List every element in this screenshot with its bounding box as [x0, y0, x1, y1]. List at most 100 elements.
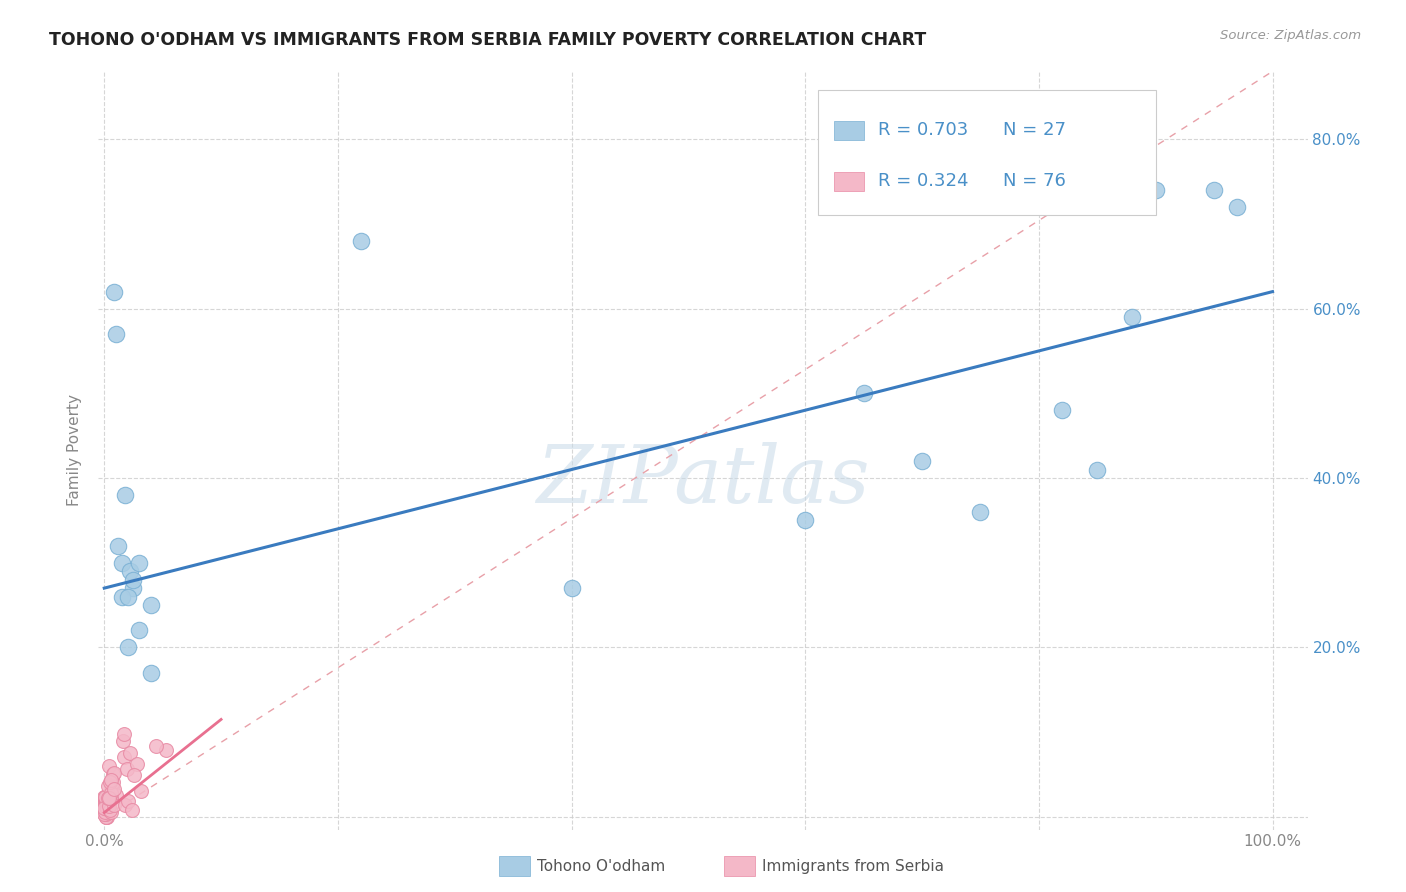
Point — [112, 750, 135, 764]
Point — [96, 805, 118, 820]
Point — [107, 539, 129, 553]
Point — [94, 798, 117, 813]
Point — [96, 802, 118, 816]
Point — [96, 796, 118, 810]
Point — [93, 797, 115, 812]
Text: Immigrants from Serbia: Immigrants from Serbia — [762, 859, 943, 873]
Point — [112, 734, 135, 748]
Point — [100, 791, 122, 805]
Point — [96, 805, 118, 820]
Point — [128, 624, 150, 638]
Point — [852, 386, 875, 401]
Point — [94, 798, 117, 813]
Point — [93, 790, 115, 805]
Point — [97, 790, 120, 805]
Point — [100, 773, 122, 788]
Point — [115, 762, 138, 776]
Point — [93, 807, 115, 822]
Point — [155, 743, 177, 757]
Point — [94, 801, 117, 815]
Point — [96, 810, 118, 824]
Point — [97, 790, 120, 805]
Point — [94, 797, 117, 812]
Point — [94, 803, 117, 817]
Point — [94, 798, 117, 813]
Point — [93, 805, 115, 820]
Point — [1204, 183, 1226, 197]
Point — [97, 791, 120, 805]
Point — [94, 794, 117, 808]
Point — [96, 793, 118, 807]
Point — [94, 809, 117, 823]
FancyBboxPatch shape — [818, 90, 1157, 216]
Text: N = 27: N = 27 — [1002, 121, 1066, 139]
Point — [114, 798, 136, 813]
Point — [98, 775, 121, 789]
Point — [94, 801, 117, 815]
Point — [96, 810, 118, 824]
Point — [111, 590, 134, 604]
Text: TOHONO O'ODHAM VS IMMIGRANTS FROM SERBIA FAMILY POVERTY CORRELATION CHART: TOHONO O'ODHAM VS IMMIGRANTS FROM SERBIA… — [49, 31, 927, 49]
Text: □: □ — [506, 857, 524, 877]
FancyBboxPatch shape — [834, 172, 863, 191]
Point — [94, 804, 117, 818]
Point — [1121, 310, 1143, 324]
Point — [117, 640, 139, 655]
Point — [94, 791, 117, 805]
Point — [97, 805, 120, 820]
Point — [94, 804, 117, 818]
Text: R = 0.324: R = 0.324 — [879, 172, 969, 190]
Point — [100, 805, 122, 819]
Point — [94, 807, 117, 822]
Point — [93, 799, 115, 814]
Point — [96, 797, 118, 811]
Point — [118, 564, 141, 578]
Point — [94, 802, 117, 816]
Text: Source: ZipAtlas.com: Source: ZipAtlas.com — [1220, 29, 1361, 42]
Point — [98, 798, 121, 813]
Point — [94, 790, 117, 805]
FancyBboxPatch shape — [834, 121, 863, 140]
Point — [1085, 462, 1108, 476]
Y-axis label: Family Poverty: Family Poverty — [67, 394, 83, 507]
Point — [911, 454, 934, 468]
Point — [100, 786, 122, 800]
Point — [1052, 403, 1074, 417]
Point — [139, 598, 162, 612]
Point — [128, 556, 150, 570]
Point — [103, 766, 125, 780]
Point — [97, 759, 120, 773]
Text: N = 76: N = 76 — [1002, 172, 1066, 190]
Text: ZIPatlas: ZIPatlas — [536, 442, 870, 519]
Point — [122, 581, 145, 595]
Point — [101, 775, 124, 789]
Point — [94, 797, 117, 812]
Point — [121, 803, 143, 817]
Point — [94, 797, 117, 811]
Point — [145, 739, 167, 753]
Point — [93, 797, 115, 811]
Point — [96, 790, 118, 805]
Point — [94, 807, 117, 822]
Point — [103, 285, 125, 299]
Point — [122, 573, 145, 587]
Point — [101, 780, 124, 794]
Point — [117, 590, 139, 604]
Point — [103, 798, 125, 813]
Point — [561, 581, 583, 595]
Point — [103, 781, 125, 796]
Point — [94, 789, 117, 804]
Point — [127, 757, 149, 772]
Point — [94, 806, 117, 821]
Point — [94, 796, 117, 810]
Point — [97, 779, 120, 793]
Point — [1144, 183, 1167, 197]
Text: Tohono O'odham: Tohono O'odham — [537, 859, 665, 873]
Point — [117, 794, 139, 808]
Point — [104, 326, 127, 341]
Point — [96, 790, 118, 805]
Point — [139, 665, 162, 680]
Point — [112, 727, 135, 741]
Point — [100, 803, 122, 817]
Point — [94, 808, 117, 822]
